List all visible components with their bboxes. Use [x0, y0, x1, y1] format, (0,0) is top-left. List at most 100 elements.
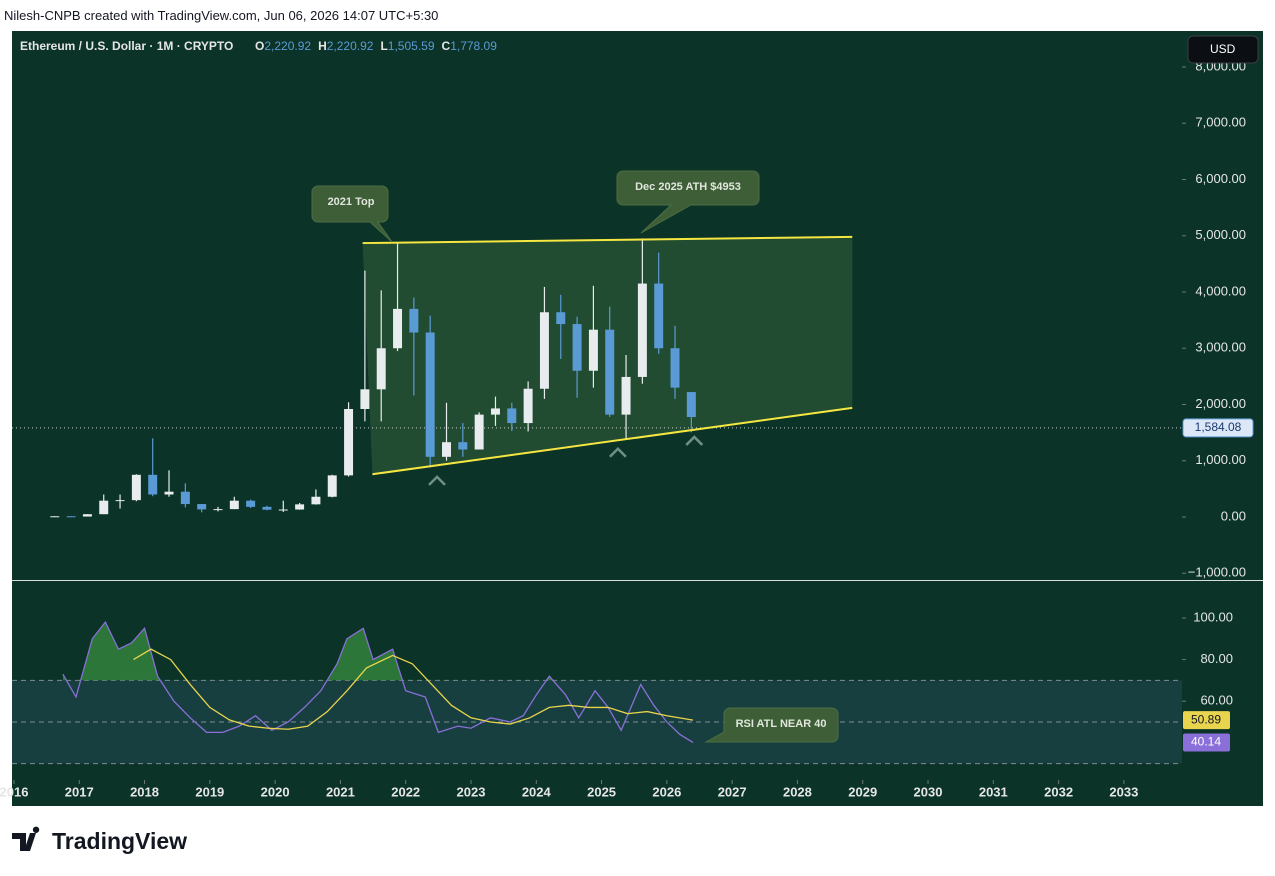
y-tick-label: 100.00 — [1193, 609, 1233, 624]
y-tick-label: 1,000.00 — [1195, 452, 1246, 467]
ohlc-key: H — [318, 39, 327, 53]
x-tick-label: 2020 — [261, 784, 290, 799]
y-tick-label: 60.00 — [1200, 693, 1233, 708]
candle-body — [295, 504, 305, 510]
last-value-box — [1183, 733, 1230, 752]
candle-body — [115, 500, 125, 502]
candle-body — [588, 329, 598, 371]
trendline — [362, 235, 853, 245]
candle-body — [605, 329, 615, 415]
candle-body — [99, 500, 109, 515]
candle-body — [523, 388, 533, 424]
candle-body — [409, 308, 419, 333]
candle-body — [344, 409, 354, 476]
currency-label[interactable]: USD — [1210, 42, 1236, 56]
ohlc-value: 1,778.09 — [450, 39, 497, 53]
y-tick-label: 4,000.00 — [1195, 283, 1246, 298]
ohlc-value: 2,220.92 — [327, 39, 374, 53]
currency-button[interactable] — [1187, 35, 1259, 64]
annotation-callout — [704, 707, 839, 743]
ohlc-key: L — [380, 39, 387, 53]
candle-body — [148, 474, 158, 495]
rsi-line — [62, 620, 694, 744]
y-tick-label: 7,000.00 — [1195, 115, 1246, 130]
x-tick-label: 2024 — [522, 784, 552, 799]
candle-body — [311, 496, 321, 505]
support-marker — [685, 435, 704, 446]
x-tick-label: 2025 — [587, 784, 616, 799]
last-value-box — [1183, 711, 1230, 730]
header: Nilesh-CNPB created with TradingView.com… — [4, 8, 439, 23]
candle-body — [360, 389, 370, 409]
candle-body — [278, 509, 288, 511]
x-tick-label: 2017 — [65, 784, 94, 799]
x-tick-label: 2031 — [979, 784, 1008, 799]
annotation-text: RSI ATL NEAR 40 — [736, 718, 827, 730]
candle-body — [572, 324, 582, 371]
support-marker — [609, 446, 627, 458]
annotation-callout — [616, 170, 760, 234]
candle-body — [246, 500, 256, 507]
last-value-label: 50.89 — [1191, 712, 1221, 726]
ohlc-value: 2,220.92 — [264, 39, 311, 53]
x-tick-label: 2022 — [391, 784, 420, 799]
last-price-label: 1,584.08 — [1195, 420, 1242, 434]
candle-body — [654, 283, 664, 349]
annotation-text: 2021 Top — [328, 196, 375, 208]
symbol-title: Ethereum / U.S. Dollar · 1M · CRYPTO — [20, 39, 233, 53]
rsi-line — [133, 648, 694, 730]
candle-body — [458, 442, 468, 450]
candle-body — [262, 506, 272, 510]
x-tick-label: 2029 — [848, 784, 877, 799]
price-pane — [12, 235, 1182, 518]
x-tick-label: 2026 — [652, 784, 681, 799]
support-marker — [428, 475, 446, 486]
candle-body — [376, 348, 386, 390]
ohlc-value: 1,505.59 — [388, 39, 435, 53]
candle-body — [556, 312, 566, 325]
candle-body — [82, 514, 92, 517]
y-tick-label: 80.00 — [1200, 651, 1233, 666]
candle-body — [50, 516, 60, 518]
overbought-fill — [62, 622, 693, 681]
candle-body — [425, 332, 435, 457]
candle-body — [670, 348, 680, 388]
candle-body — [621, 376, 631, 415]
candle-body — [637, 283, 647, 377]
last-price-box — [1182, 418, 1254, 438]
annotation-callout — [311, 185, 393, 243]
candle-body — [507, 408, 517, 424]
candle-body — [442, 442, 451, 457]
x-tick-label: 2019 — [195, 784, 224, 799]
candle-body — [539, 312, 549, 389]
ohlc-key: O — [255, 39, 264, 53]
y-tick-label: 5,000.00 — [1195, 227, 1246, 242]
trendline — [372, 406, 853, 476]
y-tick-label: 3,000.00 — [1195, 340, 1246, 355]
y-tick-label: 2,000.00 — [1195, 396, 1246, 411]
overlay: Ethereum / U.S. Dollar · 1M · CRYPTO USD… — [20, 35, 1259, 743]
candle-body — [164, 491, 174, 495]
x-tick-label: 2030 — [914, 784, 943, 799]
x-tick-label: 2027 — [718, 784, 747, 799]
candle-body — [474, 414, 484, 450]
last-value-label: 40.14 — [1191, 735, 1221, 749]
candle-body — [131, 474, 141, 501]
brand-logo: TradingView — [12, 826, 187, 854]
x-tick-label: 2016 — [0, 784, 28, 799]
axes: −1,000.00 0.00 1,000.00 2,000.00 3,000.00 4,0… — [0, 58, 1254, 799]
rsi-pane — [12, 620, 1182, 765]
candle-body — [490, 408, 500, 415]
candle-body — [197, 504, 207, 510]
candle-body — [213, 509, 223, 511]
x-tick-label: 2032 — [1044, 784, 1073, 799]
candle-body — [180, 491, 190, 505]
candle-body — [229, 500, 239, 510]
y-tick-label: 6,000.00 — [1195, 171, 1246, 186]
x-tick-label: 2018 — [130, 784, 159, 799]
brand-name: TradingView — [52, 828, 187, 854]
ohlc-key: C — [442, 39, 451, 53]
y-tick-label: 0.00 — [1221, 508, 1246, 523]
